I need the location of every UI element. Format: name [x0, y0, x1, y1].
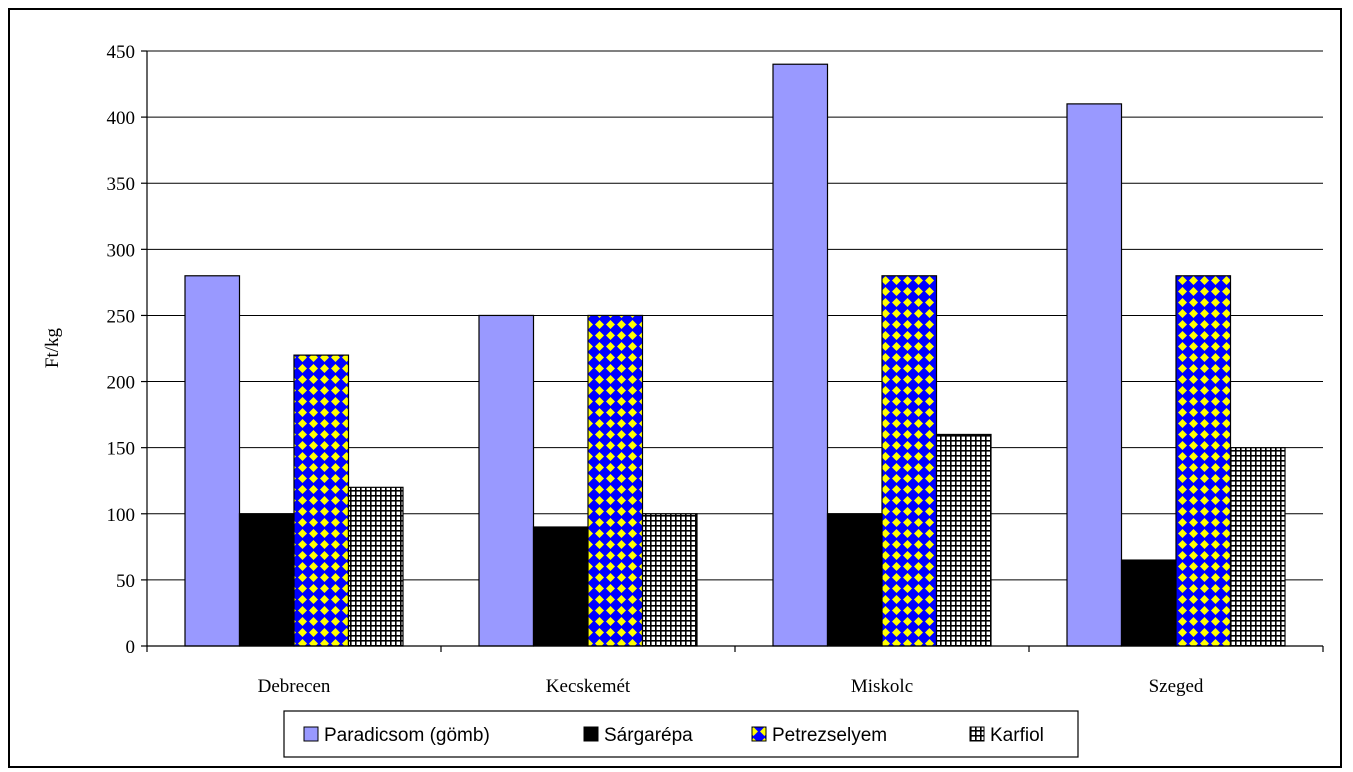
x-tick-label: Miskolc	[851, 676, 913, 697]
y-tick-label: 100	[107, 505, 136, 526]
legend-box	[283, 710, 1079, 758]
bar-0-2	[293, 354, 350, 647]
legend-swatch	[751, 726, 767, 742]
bar-2-2	[881, 275, 938, 647]
bar-3-1	[1120, 559, 1177, 647]
y-tick-label: 250	[107, 306, 136, 327]
x-tick-label: Szeged	[1149, 676, 1204, 697]
y-tick-label: 200	[107, 373, 136, 394]
bar-2-3	[935, 433, 992, 647]
legend-swatch	[969, 726, 985, 742]
bar-1-2	[587, 314, 644, 647]
legend: Paradicsom (gömb) Sárgarépa Petrezselyem Ka…	[283, 710, 1079, 758]
legend-swatch	[583, 726, 599, 742]
bar-1-3	[641, 513, 698, 647]
y-axis-label: Ft/kg	[42, 327, 63, 368]
bar-3-0	[1066, 103, 1123, 647]
axes	[141, 50, 1324, 652]
bar-3-3	[1229, 447, 1286, 647]
y-tick-label: 50	[116, 571, 135, 592]
bar-0-0	[184, 275, 241, 647]
bar-3-2	[1175, 275, 1232, 647]
x-tick-labels: Debrecen Kecskemét Miskolc Szeged	[258, 676, 1204, 697]
bar-2-0	[772, 63, 829, 647]
y-tick-label: 400	[107, 108, 136, 129]
bar-1-1	[532, 526, 589, 647]
legend-label: Petrezselyem	[772, 725, 887, 746]
legend-label: Karfiol	[990, 725, 1044, 746]
y-tick-labels: 0 50 100 150 200 250 300 350 400 450	[107, 42, 136, 658]
legend-label: Paradicsom (gömb)	[324, 725, 490, 746]
bar-2-1	[826, 513, 883, 647]
legend-swatch	[303, 726, 319, 742]
bars	[184, 63, 1286, 647]
y-tick-label: 0	[126, 637, 136, 658]
y-tick-label: 450	[107, 42, 136, 63]
bar-0-1	[238, 513, 295, 647]
bar-1-0	[478, 314, 535, 647]
x-tick-label: Kecskemét	[546, 676, 631, 697]
y-tick-label: 300	[107, 240, 136, 261]
legend-label: Sárgarépa	[604, 725, 693, 746]
bar-0-3	[347, 486, 404, 647]
y-tick-label: 150	[107, 439, 136, 460]
y-tick-label: 350	[107, 174, 136, 195]
x-tick-label: Debrecen	[258, 676, 331, 697]
